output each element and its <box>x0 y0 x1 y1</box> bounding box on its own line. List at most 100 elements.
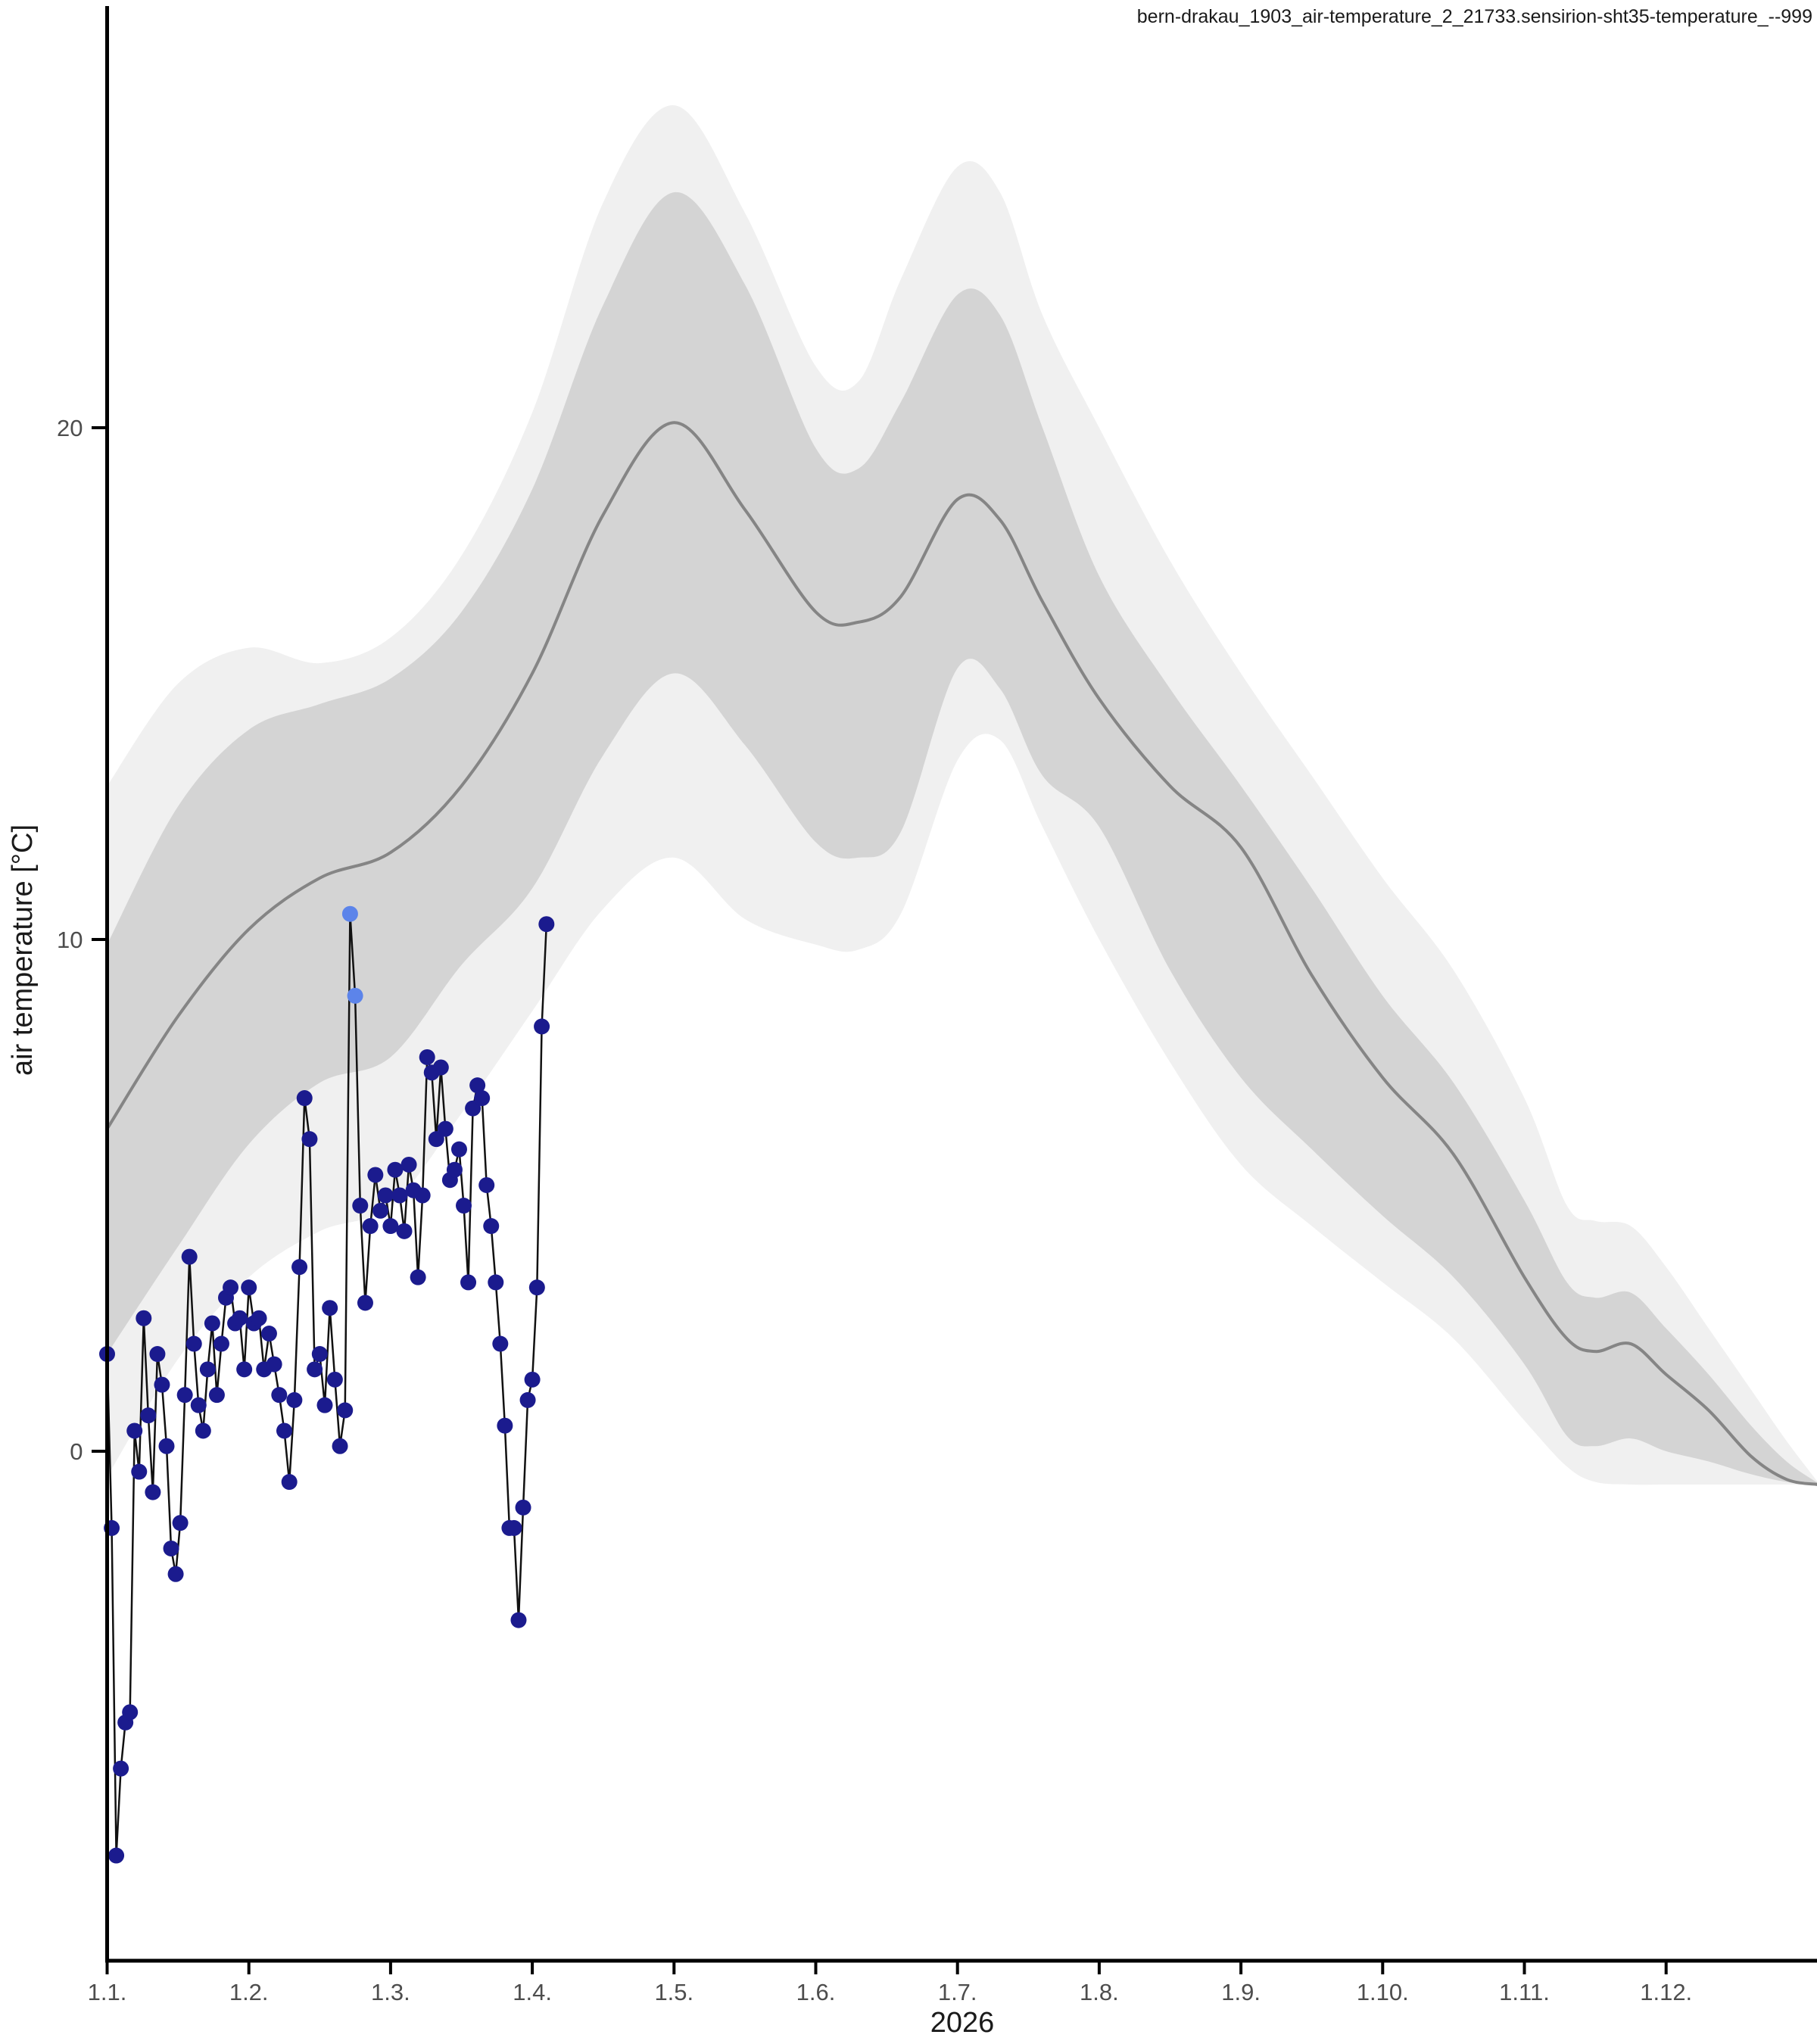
data-point <box>352 1198 369 1214</box>
data-point <box>387 1161 404 1178</box>
data-point <box>377 1187 394 1204</box>
data-point <box>506 1519 522 1536</box>
data-point <box>266 1356 282 1373</box>
data-point <box>213 1335 229 1352</box>
data-point <box>322 1300 338 1316</box>
y-tick-label: 10 <box>57 927 83 953</box>
data-point <box>185 1335 202 1352</box>
data-point <box>113 1760 129 1777</box>
data-point <box>176 1387 193 1404</box>
data-point <box>524 1371 541 1388</box>
data-point <box>478 1176 495 1193</box>
data-point <box>199 1361 216 1378</box>
data-point <box>204 1315 220 1332</box>
observation-points <box>99 905 555 1864</box>
data-point <box>538 916 555 933</box>
data-point <box>357 1295 373 1311</box>
data-point <box>460 1274 477 1291</box>
x-tick-label: 1.1. <box>88 1979 127 2005</box>
data-point <box>469 1077 486 1094</box>
data-point <box>251 1310 267 1326</box>
data-point <box>236 1361 253 1378</box>
data-point <box>437 1120 453 1137</box>
y-axis-label: air temperature [°C] <box>7 824 39 1076</box>
flagged-data-point <box>347 987 363 1004</box>
data-point <box>414 1187 431 1204</box>
x-tick-label: 1.6. <box>796 1979 836 2005</box>
data-point <box>131 1463 148 1480</box>
data-point <box>126 1422 143 1439</box>
data-point <box>519 1391 536 1408</box>
data-point <box>488 1274 504 1291</box>
data-point <box>337 1402 354 1419</box>
data-point <box>163 1540 179 1556</box>
data-point <box>367 1167 384 1183</box>
climatology-mean-line <box>105 421 1817 1486</box>
data-point <box>510 1612 527 1628</box>
x-tick-label: 1.2. <box>229 1979 269 2005</box>
data-point <box>208 1387 225 1404</box>
x-tick-label: 1.8. <box>1080 1979 1119 2005</box>
data-point <box>232 1310 248 1326</box>
x-tick-label: 1.5. <box>654 1979 693 2005</box>
data-point <box>446 1161 463 1178</box>
data-point <box>296 1090 313 1107</box>
data-point <box>497 1417 513 1434</box>
inner-confidence-band <box>107 192 1817 1485</box>
data-point <box>158 1438 175 1454</box>
data-point <box>316 1397 333 1413</box>
data-point <box>465 1100 482 1117</box>
data-point <box>474 1090 491 1107</box>
data-point <box>140 1407 157 1424</box>
data-point <box>286 1391 303 1408</box>
data-point <box>195 1422 211 1439</box>
data-point <box>145 1484 161 1500</box>
data-point <box>396 1223 413 1239</box>
data-point <box>154 1376 170 1393</box>
data-point <box>276 1422 292 1439</box>
data-point <box>190 1397 207 1413</box>
x-tick-label: 1.9. <box>1221 1979 1261 2005</box>
x-tick-label: 1.11. <box>1499 1979 1550 2005</box>
data-point <box>122 1704 139 1721</box>
x-axis-label: 2026 <box>930 2007 995 2039</box>
data-point <box>136 1310 152 1326</box>
x-tick-label: 1.4. <box>513 1979 552 2005</box>
data-point <box>301 1131 318 1148</box>
data-point <box>271 1387 288 1404</box>
x-tick-label: 1.7. <box>938 1979 977 2005</box>
data-point <box>410 1269 426 1285</box>
data-point <box>307 1361 323 1378</box>
data-point <box>291 1259 308 1276</box>
data-point <box>382 1218 399 1235</box>
data-point <box>260 1326 277 1342</box>
data-point <box>419 1048 435 1065</box>
chart-title: bern-drakau_1903_air-temperature_2_21733… <box>1137 6 1812 27</box>
data-point <box>181 1248 198 1265</box>
data-point <box>432 1059 449 1076</box>
data-point <box>311 1346 328 1363</box>
flagged-data-point <box>341 905 358 922</box>
x-tick-label: 1.3. <box>371 1979 410 2005</box>
data-point <box>172 1515 189 1531</box>
x-tick-label: 1.10. <box>1357 1979 1409 2005</box>
data-point <box>428 1131 444 1148</box>
data-point <box>528 1279 545 1296</box>
data-point <box>167 1566 184 1582</box>
y-tick-label: 20 <box>57 415 83 441</box>
data-point <box>534 1018 550 1035</box>
y-tick-label: 0 <box>70 1438 83 1465</box>
data-point <box>362 1218 379 1235</box>
data-point <box>391 1187 408 1204</box>
data-point <box>332 1438 348 1454</box>
data-point <box>281 1474 298 1491</box>
data-point <box>483 1218 500 1235</box>
data-point <box>400 1156 417 1173</box>
data-point <box>223 1279 239 1296</box>
data-point <box>108 1847 125 1864</box>
data-point <box>515 1499 531 1516</box>
data-point <box>241 1279 257 1296</box>
data-point <box>450 1141 467 1158</box>
